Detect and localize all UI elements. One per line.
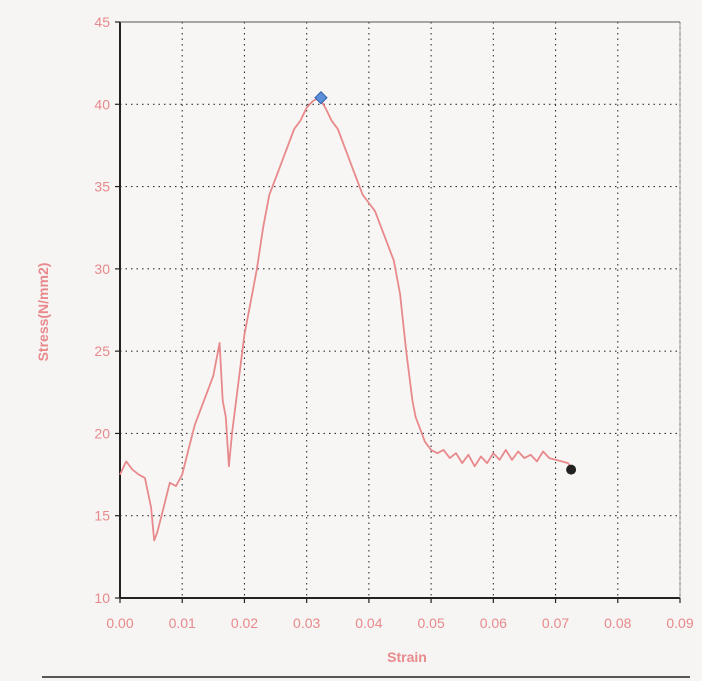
y-tick-label: 25 [94,343,110,359]
x-tick-label: 0.00 [106,615,133,631]
grid-lines [120,21,681,598]
end-marker [566,464,577,475]
plot-area [120,22,680,598]
tick-labels: 0.00 0.01 0.02 0.03 0.04 0.05 0.06 0.07 0.08 0.09… [94,14,693,631]
y-tick-label: 15 [94,508,110,524]
y-tick-label: 35 [94,179,110,195]
x-tick-label: 0.06 [480,615,507,631]
x-tick-label: 0.05 [417,615,444,631]
y-axis-label: Stress(N/mm2) [35,263,51,362]
x-tick-label: 0.07 [542,615,569,631]
axes [115,21,681,603]
y-tick-label: 30 [94,261,110,277]
series-layer [119,96,572,542]
x-axis-label: Strain [387,649,427,665]
peak-marker [314,90,328,105]
y-tick-label: 10 [94,590,110,606]
x-tick-label: 0.09 [666,615,693,631]
y-tick-label: 20 [94,425,110,441]
x-tick-label: 0.04 [355,615,382,631]
y-tick-label: 40 [94,96,110,112]
y-tick-label: 45 [94,14,110,30]
x-tick-label: 0.03 [293,615,320,631]
stress-strain-curve [119,96,572,542]
x-tick-label: 0.02 [231,615,258,631]
x-tick-label: 0.08 [604,615,631,631]
x-tick-label: 0.01 [169,615,196,631]
markers [314,90,577,475]
